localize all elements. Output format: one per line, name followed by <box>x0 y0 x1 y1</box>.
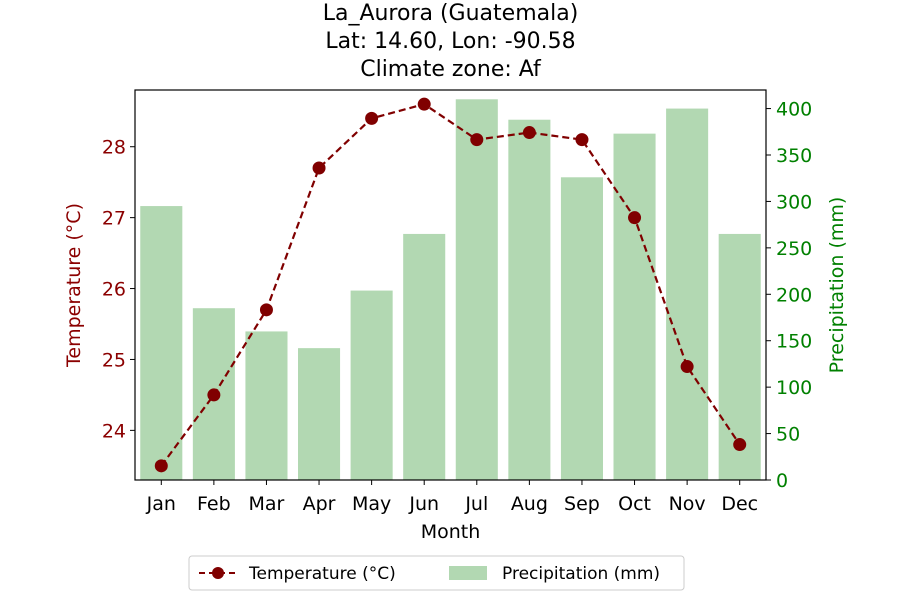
x-tick-label: Oct <box>618 493 651 515</box>
y-right-tick-label: 250 <box>776 238 812 260</box>
title-line: Lat: 14.60, Lon: -90.58 <box>325 29 575 54</box>
precipitation-bar <box>613 133 656 480</box>
legend-temperature-label: Temperature (°C) <box>248 564 396 584</box>
x-tick-label: Jul <box>464 493 488 515</box>
temperature-point <box>470 133 484 147</box>
x-tick-label: Jun <box>408 493 439 515</box>
plot-frame <box>134 89 767 481</box>
temperature-point <box>312 161 326 175</box>
y-right-tick-label: 100 <box>776 377 812 399</box>
x-tick-label: Apr <box>303 493 336 515</box>
y-right-tick-label: 50 <box>776 424 800 446</box>
precipitation-bar <box>403 233 446 480</box>
y-left-tick-label: 25 <box>102 349 126 371</box>
legend-precipitation-swatch <box>449 566 487 580</box>
y-left-tick-label: 27 <box>102 208 126 230</box>
precipitation-bar <box>666 108 709 481</box>
x-tick-label: Sep <box>564 493 600 515</box>
precipitation-bar <box>245 331 288 480</box>
precipitation-bar <box>350 290 393 480</box>
temperature-point <box>575 133 589 147</box>
legend-precipitation-label: Precipitation (mm) <box>502 564 660 584</box>
title-line: Climate zone: Af <box>360 57 542 82</box>
legend-temperature-marker <box>212 567 224 579</box>
y-right-tick-label: 0 <box>776 470 788 492</box>
x-tick-label: Aug <box>511 493 548 515</box>
x-tick-label: May <box>352 493 391 515</box>
y-axis-right: 0 50 100 150 200 250 300 350 400 <box>766 99 812 492</box>
x-tick-label: Nov <box>669 493 706 515</box>
title-line: La_Aurora (Guatemala) <box>323 1 579 26</box>
y-right-tick-label: 200 <box>776 284 812 306</box>
x-axis: Jan Feb Mar Apr May Jun Jul Aug Sep Oct Nov Dec <box>146 480 758 515</box>
x-tick-label: Mar <box>249 493 285 515</box>
precipitation-bars <box>140 99 761 481</box>
precipitation-bar <box>298 348 341 480</box>
y-left-tick-label: 26 <box>102 279 126 301</box>
y-axis-left: 24 25 26 27 28 <box>102 137 135 442</box>
y-right-tick-label: 350 <box>776 145 812 167</box>
y-left-tick-label: 24 <box>102 420 126 442</box>
temperature-point <box>522 126 536 140</box>
y-left-tick-label: 28 <box>102 137 126 159</box>
temperature-point <box>628 211 642 225</box>
temperature-point <box>417 97 431 111</box>
temperature-point <box>680 360 694 374</box>
y-axis-right-label: Precipitation (mm) <box>826 197 848 374</box>
legend: Temperature (°C) Precipitation (mm) <box>188 555 685 591</box>
y-right-tick-label: 150 <box>776 331 812 353</box>
temperature-series-line <box>160 102 741 467</box>
x-axis-label: Month <box>421 521 481 543</box>
x-tick-label: Feb <box>197 493 231 515</box>
y-right-tick-label: 400 <box>776 99 812 121</box>
y-axis-left-label: Temperature (°C) <box>63 203 85 368</box>
temperature-point <box>154 459 168 473</box>
precipitation-bar <box>508 119 551 480</box>
x-tick-label: Jan <box>146 493 176 515</box>
legend-box <box>188 555 685 591</box>
y-right-tick-label: 300 <box>776 191 812 213</box>
precipitation-bar <box>455 99 498 481</box>
temperature-point <box>259 303 273 317</box>
temperature-line <box>154 97 747 473</box>
precipitation-bar <box>560 177 603 481</box>
chart-title: La_Aurora (Guatemala) Lat: 14.60, Lon: -9… <box>323 1 579 82</box>
precipitation-bar <box>140 206 183 481</box>
x-tick-label: Dec <box>721 493 758 515</box>
temperature-point <box>733 438 747 452</box>
temperature-point <box>365 111 379 125</box>
temperature-point <box>207 388 221 402</box>
